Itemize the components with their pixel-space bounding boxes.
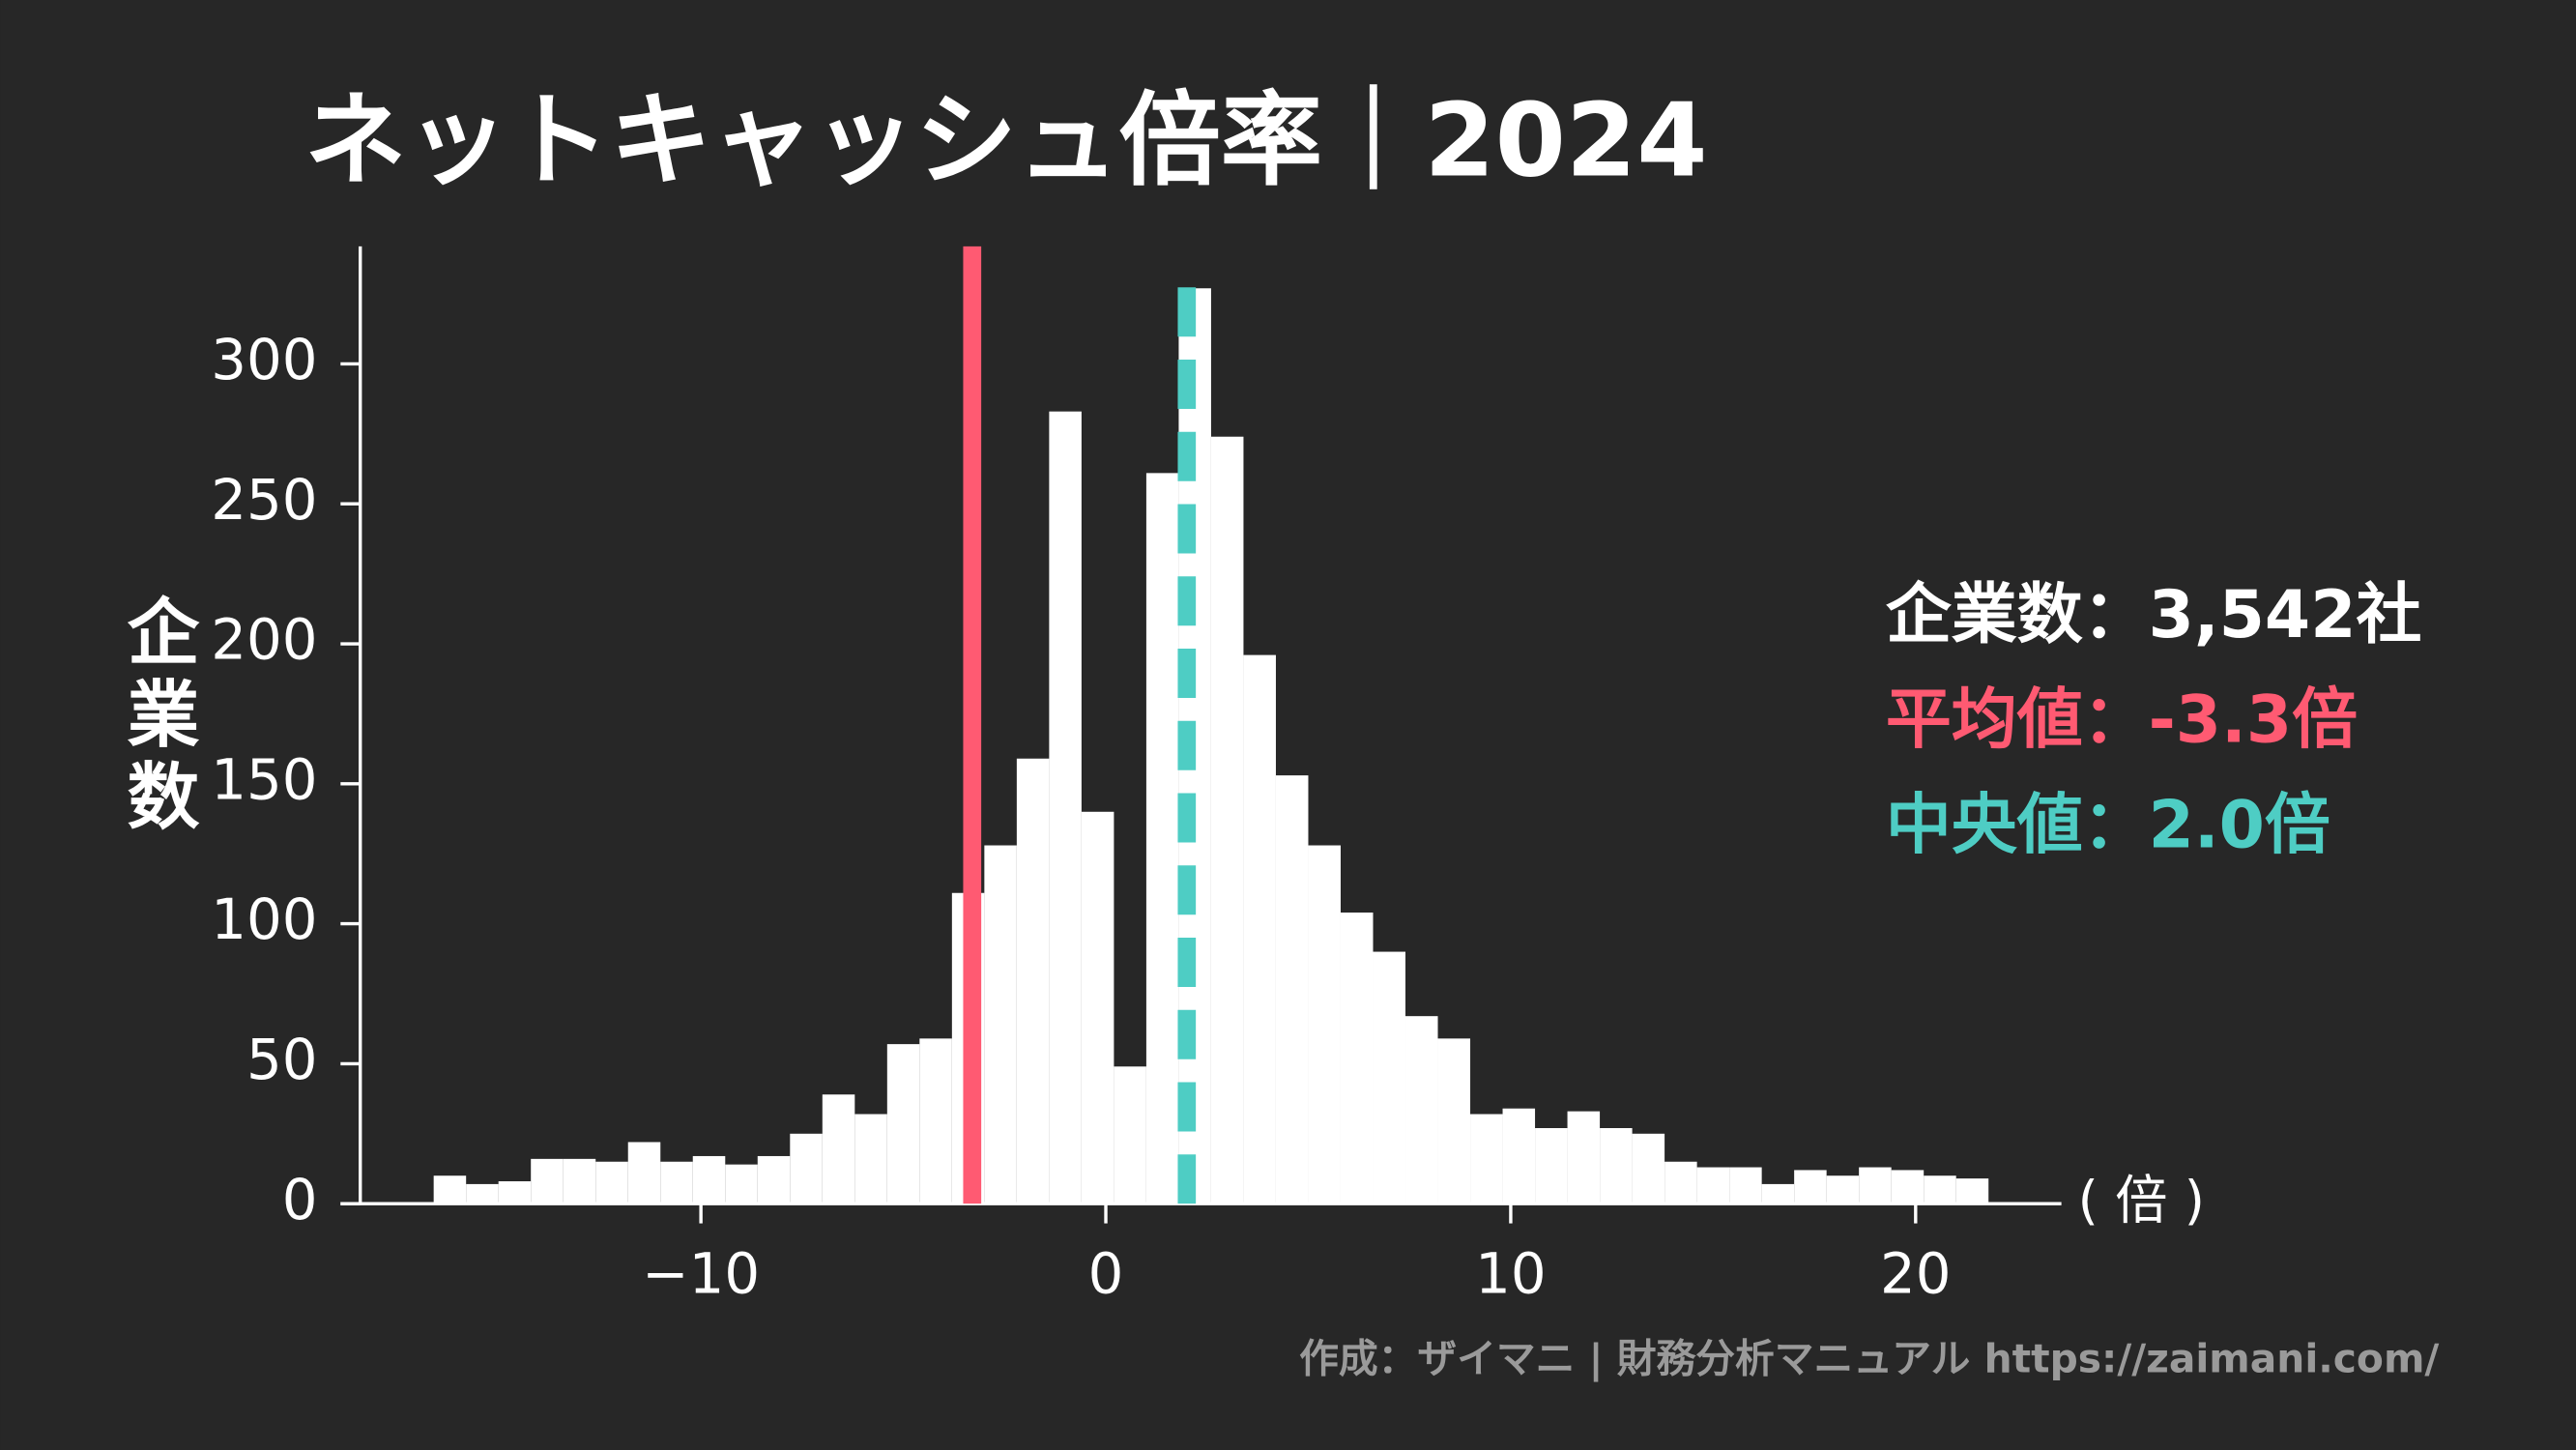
bar	[822, 1094, 855, 1204]
x-tick-label: 0	[1088, 1240, 1124, 1306]
bar	[1696, 1167, 1730, 1204]
bar	[531, 1158, 564, 1204]
bar	[1437, 1038, 1471, 1204]
bar	[1761, 1183, 1795, 1204]
bar	[1794, 1170, 1827, 1204]
y-tick-label: 50	[246, 1027, 318, 1092]
bar	[1016, 758, 1050, 1204]
bar	[1891, 1170, 1925, 1204]
annotation: 平均値：-3.3倍	[1886, 682, 2358, 759]
bar	[1632, 1133, 1665, 1204]
y-tick-label: 300	[211, 327, 317, 392]
bar	[1049, 411, 1082, 1204]
bar	[1275, 775, 1309, 1204]
bar	[1243, 654, 1276, 1204]
bar	[1145, 473, 1179, 1204]
bar	[854, 1114, 887, 1204]
bar	[1405, 1016, 1438, 1204]
footer: 作成：ザイマニ | 財務分析マニュアル https://zaimani.com/	[1299, 1335, 2439, 1382]
x-unit-label: ( 倍 )	[2078, 1170, 2205, 1231]
bar	[919, 1038, 952, 1204]
y-tick-label: 250	[211, 467, 317, 533]
y-tick-label: 150	[211, 746, 317, 812]
bar	[1470, 1114, 1503, 1204]
annotation: 企業数：3,542社	[1886, 577, 2422, 653]
bar	[757, 1155, 791, 1204]
bar	[627, 1142, 661, 1204]
x-tick-label: 20	[1880, 1240, 1951, 1306]
bar	[1373, 951, 1406, 1204]
bar	[466, 1183, 499, 1204]
bar	[984, 845, 1017, 1204]
y-tick-label: 200	[211, 607, 317, 673]
bar	[1340, 913, 1374, 1204]
y-tick-label: 100	[211, 886, 317, 952]
bar	[1955, 1178, 1989, 1204]
y-tick-label: 0	[282, 1167, 318, 1232]
bar	[1859, 1167, 1892, 1204]
bar	[1600, 1127, 1633, 1204]
bar	[1924, 1175, 1956, 1204]
bar	[725, 1164, 758, 1204]
x-tick-label: −10	[642, 1240, 760, 1306]
bar	[692, 1155, 726, 1204]
bar	[790, 1133, 823, 1204]
bar	[1826, 1175, 1860, 1204]
bar	[433, 1175, 467, 1204]
bar	[1567, 1111, 1601, 1204]
bar	[1729, 1167, 1762, 1204]
y-axis-label: 企業数	[114, 594, 198, 841]
chart-title: ネットキャッシュ倍率｜2024	[304, 81, 1708, 200]
bar	[1502, 1108, 1536, 1204]
bar	[595, 1161, 628, 1204]
x-tick-label: 10	[1475, 1240, 1547, 1306]
bar	[498, 1181, 532, 1204]
bar	[1535, 1127, 1568, 1204]
annotation: 中央値：2.0倍	[1886, 787, 2330, 863]
bar	[886, 1044, 920, 1204]
bar	[660, 1161, 693, 1204]
bar	[1114, 1066, 1146, 1204]
bar	[1664, 1161, 1697, 1204]
bar	[1210, 436, 1244, 1204]
bar	[563, 1158, 596, 1204]
bar	[1308, 845, 1341, 1204]
bar	[1081, 811, 1114, 1204]
